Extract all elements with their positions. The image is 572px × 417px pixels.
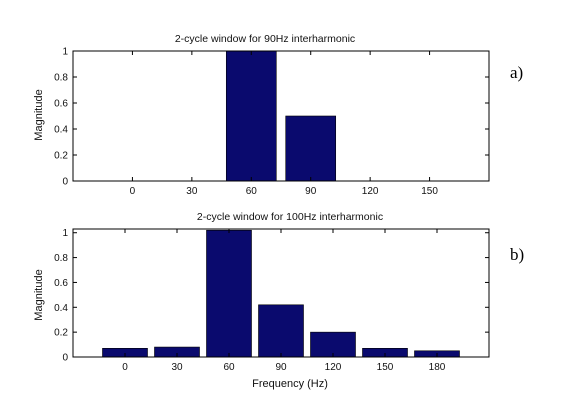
axes-box bbox=[72, 228, 490, 358]
x-tick-label: 150 bbox=[421, 186, 438, 197]
x-tick-label: 60 bbox=[246, 186, 258, 197]
x-tick-label: 120 bbox=[325, 362, 342, 373]
y-axis-label: Magnitude bbox=[33, 89, 45, 140]
x-tick-label: 0 bbox=[122, 362, 128, 373]
chart-title: 2-cycle window for 100Hz interharmonic bbox=[197, 211, 383, 223]
y-tick-label: 0.6 bbox=[54, 99, 68, 110]
x-tick-label: 60 bbox=[223, 362, 235, 373]
x-axis-label: Frequency (Hz) bbox=[252, 378, 328, 390]
y-tick-label: 0.4 bbox=[54, 303, 68, 314]
x-tick-label: 30 bbox=[171, 362, 183, 373]
chart-title: 2-cycle window for 90Hz interharmonic bbox=[175, 33, 355, 45]
y-tick-label: 0.8 bbox=[54, 253, 68, 264]
x-tick-label: 150 bbox=[377, 362, 394, 373]
x-tick-label: 180 bbox=[429, 362, 446, 373]
bar bbox=[225, 50, 277, 182]
bar bbox=[258, 304, 304, 358]
bar bbox=[285, 115, 337, 182]
x-tick-label: 120 bbox=[362, 186, 379, 197]
y-tick-label: 1 bbox=[62, 228, 68, 239]
x-tick-label: 90 bbox=[305, 186, 317, 197]
bar bbox=[206, 229, 252, 358]
chart-panel-b: 2-cycle window for 100Hz interharmonic M… bbox=[33, 211, 524, 390]
x-tick-label: 90 bbox=[275, 362, 287, 373]
y-tick-label: 0.8 bbox=[54, 73, 68, 84]
bar bbox=[310, 331, 356, 358]
y-tick-label: 0.4 bbox=[54, 125, 68, 136]
axes-box bbox=[72, 50, 490, 182]
y-tick-label: 0 bbox=[62, 353, 68, 364]
bar-series bbox=[225, 50, 337, 182]
y-tick-label: 0.2 bbox=[54, 328, 68, 339]
y-tick-label: 0.2 bbox=[54, 151, 68, 162]
y-axis-label: Magnitude bbox=[33, 269, 45, 320]
y-tick-label: 0.6 bbox=[54, 278, 68, 289]
x-tick-label: 0 bbox=[130, 186, 136, 197]
panel-label: b) bbox=[510, 245, 524, 264]
x-tick-label: 30 bbox=[186, 186, 198, 197]
bar-series bbox=[102, 229, 460, 358]
y-tick-label: 0 bbox=[62, 177, 68, 188]
y-tick-label: 1 bbox=[62, 47, 68, 58]
tick-labels: 0 30 60 90 120 150 180 0 0.2 0.4 0.6 0.8 1 bbox=[54, 228, 489, 373]
chart-panel-a: 2-cycle window for 90Hz interharmonic Ma… bbox=[33, 33, 523, 197]
tick-labels: 0 30 60 90 120 150 0 0.2 0.4 0.6 0.8 1 bbox=[54, 47, 489, 197]
panel-label: a) bbox=[510, 63, 523, 82]
